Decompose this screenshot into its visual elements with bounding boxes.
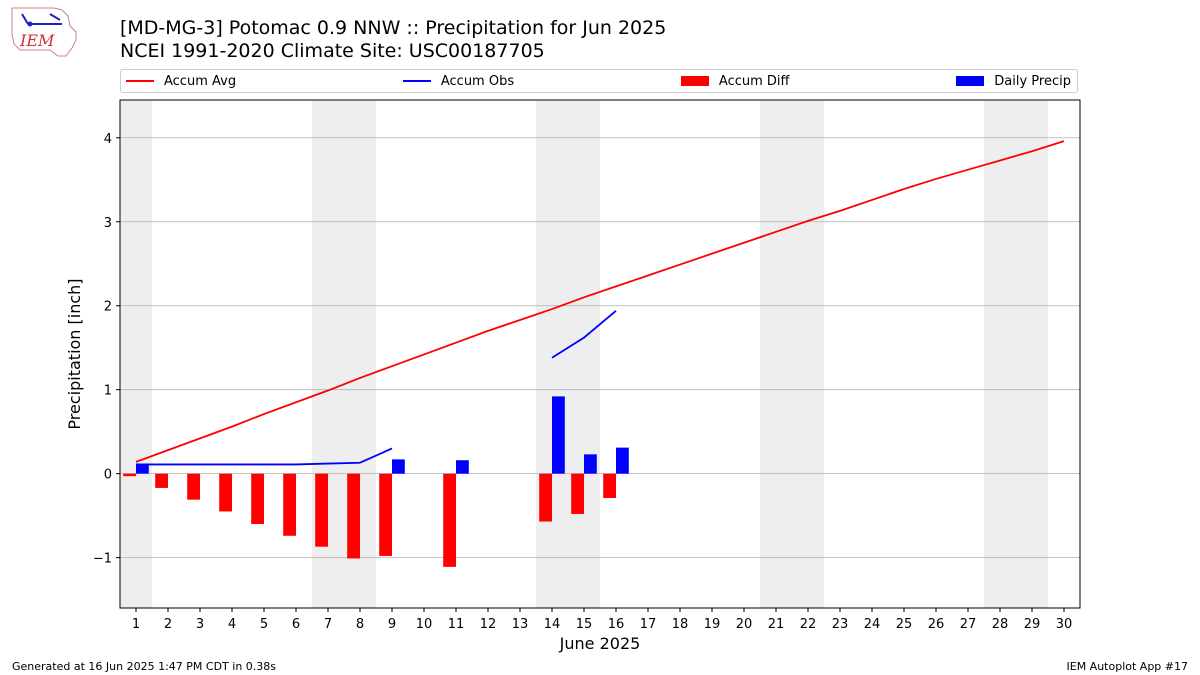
weekend-band — [760, 100, 824, 608]
weekend-band — [984, 100, 1048, 608]
y-tick-label: 1 — [104, 384, 112, 399]
x-tick-label: 21 — [768, 617, 785, 632]
footer-app-text: IEM Autoplot App #17 — [1066, 660, 1189, 673]
x-tick-label: 6 — [292, 617, 300, 632]
accum-diff-bar — [379, 473, 392, 556]
x-tick-label: 13 — [512, 617, 529, 632]
x-axis-label: June 2025 — [559, 634, 641, 653]
daily-precip-bar — [584, 454, 597, 474]
x-tick-label: 16 — [608, 617, 625, 632]
svg-text:IEM: IEM — [19, 31, 55, 50]
x-tick-label: 14 — [544, 617, 561, 632]
x-tick-label: 9 — [388, 617, 396, 632]
x-tick-label: 10 — [416, 617, 433, 632]
chart-legend: Accum Avg Accum Obs Accum Diff Daily Pre… — [120, 69, 1078, 93]
accum-diff-bar — [283, 473, 296, 536]
x-tick-label: 24 — [864, 617, 881, 632]
accum-diff-bar — [187, 473, 200, 500]
legend-item-accum-diff: Accum Diff — [680, 73, 790, 89]
daily-precip-bar — [456, 460, 469, 474]
daily-precip-bar — [552, 396, 565, 474]
chart-title: [MD-MG-3] Potomac 0.9 NNW :: Precipitati… — [120, 17, 667, 39]
daily-precip-bar — [136, 464, 149, 474]
y-tick-label: 0 — [104, 468, 112, 483]
x-tick-label: 7 — [324, 617, 332, 632]
y-tick-label: −1 — [93, 552, 112, 567]
x-tick-label: 27 — [960, 617, 977, 632]
x-tick-label: 4 — [228, 617, 236, 632]
accum-obs-line — [136, 447, 393, 466]
x-tick-label: 17 — [640, 617, 657, 632]
x-tick-label: 30 — [1056, 617, 1073, 632]
x-tick-label: 15 — [576, 617, 593, 632]
x-tick-label: 22 — [800, 617, 817, 632]
accum-obs-line — [551, 310, 617, 359]
x-tick-label: 18 — [672, 617, 689, 632]
x-tick-label: 23 — [832, 617, 849, 632]
x-tick-label: 26 — [928, 617, 945, 632]
x-tick-label: 12 — [480, 617, 497, 632]
accum-diff-bar — [539, 473, 552, 522]
legend-item-accum-obs: Accum Obs — [402, 73, 515, 89]
weekend-band — [536, 100, 600, 608]
accum-diff-bar — [315, 473, 328, 547]
accum-diff-bar — [155, 473, 168, 488]
accum-diff-bar — [443, 473, 456, 567]
x-tick-label: 29 — [1024, 617, 1041, 632]
accum-diff-bar — [251, 473, 264, 525]
weekend-band — [120, 100, 152, 608]
x-tick-label: 25 — [896, 617, 913, 632]
y-tick-label: 3 — [104, 216, 112, 231]
iem-logo: IEM — [11, 7, 77, 57]
x-tick-label: 11 — [448, 617, 465, 632]
legend-swatch-accum-obs — [402, 80, 431, 82]
accum-diff-bar — [347, 473, 360, 559]
y-axis-label: Precipitation [inch] — [65, 278, 84, 429]
legend-label-accum-avg: Accum Avg — [164, 73, 237, 89]
chart-subtitle: NCEI 1991-2020 Climate Site: USC00187705 — [120, 40, 545, 62]
x-tick-label: 28 — [992, 617, 1009, 632]
accum-avg-line — [135, 140, 1065, 463]
x-tick-label: 8 — [356, 617, 364, 632]
x-tick-label: 19 — [704, 617, 721, 632]
x-tick-label: 5 — [260, 617, 268, 632]
accum-diff-bar — [123, 473, 136, 477]
x-tick-label: 3 — [196, 617, 204, 632]
x-tick-label: 1 — [132, 617, 140, 632]
footer-generated-text: Generated at 16 Jun 2025 1:47 PM CDT in … — [12, 660, 277, 673]
y-tick-label: 4 — [104, 132, 112, 147]
legend-label-daily-precip: Daily Precip — [994, 73, 1071, 89]
x-tick-label: 20 — [736, 617, 753, 632]
legend-item-accum-avg: Accum Avg — [126, 74, 236, 89]
legend-swatch-accum-diff — [680, 76, 709, 86]
legend-label-accum-diff: Accum Diff — [718, 73, 790, 89]
daily-precip-bar — [392, 459, 405, 474]
accum-diff-bar — [219, 473, 232, 512]
accum-diff-bar — [603, 473, 616, 499]
plot-frame — [119, 99, 1081, 609]
daily-precip-bar — [616, 447, 629, 474]
y-tick-label: 2 — [104, 300, 112, 315]
accum-diff-bar — [571, 473, 584, 514]
legend-item-daily-precip: Daily Precip — [956, 74, 1071, 89]
legend-swatch-accum-avg — [126, 80, 154, 82]
legend-swatch-daily-precip — [956, 76, 985, 86]
x-tick-label: 2 — [164, 617, 172, 632]
legend-label-accum-obs: Accum Obs — [440, 73, 515, 89]
